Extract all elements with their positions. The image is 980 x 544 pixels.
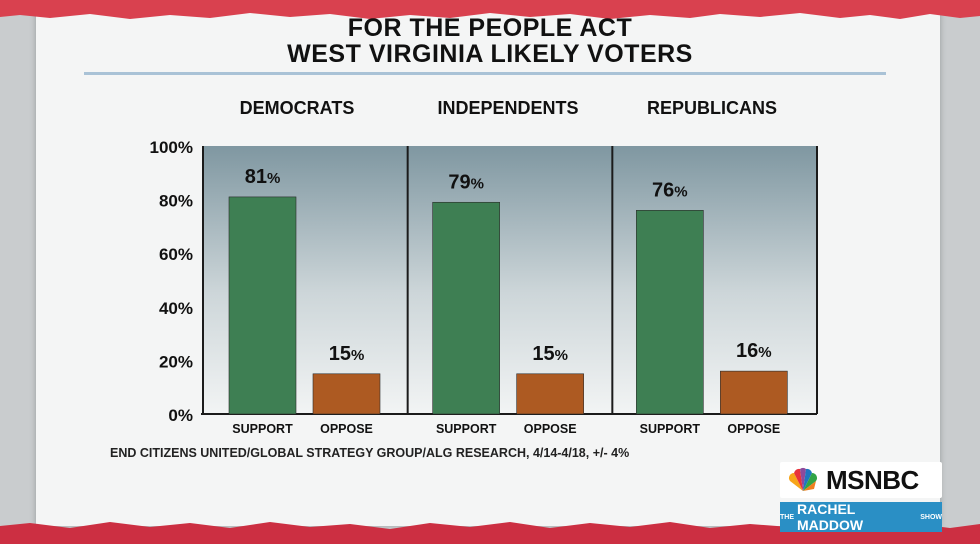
show-logo: THE RACHEL MADDOW SHOW (780, 501, 942, 533)
data-label: 81% (245, 166, 281, 188)
chart-title-line2: WEST VIRGINIA LIKELY VOTERS (287, 40, 693, 68)
data-label: 76% (652, 179, 688, 201)
peacock-icon (789, 468, 817, 491)
bar-support (432, 201, 500, 415)
bar-support (228, 196, 297, 415)
network-logo-block: MSNBC THE RACHEL MADDOW SHOW (780, 462, 942, 533)
bar-oppose (720, 370, 788, 415)
top-torn-band (0, 0, 980, 19)
group-title-republicans: REPUBLICANS (646, 98, 777, 118)
bottom-torn-band (0, 522, 980, 544)
x-category-label: SUPPORT (436, 422, 497, 436)
msnbc-wordmark: MSNBC (826, 464, 919, 495)
bar-oppose (516, 373, 584, 415)
y-tick-label: 20% (159, 352, 193, 371)
data-label: 79% (448, 171, 484, 193)
show-logo-suffix: SHOW (920, 513, 942, 521)
chart-title-line1: FOR THE PEOPLE ACT (347, 14, 633, 42)
x-category-label: SUPPORT (640, 422, 701, 436)
bar-oppose (312, 373, 381, 415)
data-label: 15% (329, 343, 365, 365)
y-tick-label: 80% (159, 192, 193, 211)
plot-area (203, 146, 817, 414)
x-category-label: SUPPORT (232, 422, 293, 436)
bar-support (636, 210, 704, 415)
show-logo-prefix: THE (780, 513, 794, 521)
group-title-democrats: DEMOCRATS (239, 98, 355, 118)
y-tick-label: 100% (150, 138, 193, 157)
show-logo-name: RACHEL MADDOW (797, 501, 864, 533)
x-category-label: OPPOSE (524, 422, 577, 436)
y-tick-label: 60% (159, 245, 193, 264)
y-tick-label: 40% (159, 299, 193, 318)
source-note: END CITIZENS UNITED/GLOBAL STRATEGY GROU… (110, 446, 630, 460)
msnbc-logo: MSNBC (780, 462, 942, 498)
right-backdrop (940, 0, 980, 544)
data-label: 15% (532, 343, 568, 365)
title-divider (84, 72, 886, 75)
x-category-label: OPPOSE (320, 422, 373, 436)
x-category-label: OPPOSE (727, 422, 780, 436)
group-title-independents: INDEPENDENTS (437, 98, 579, 118)
y-tick-label: 0% (168, 406, 193, 425)
data-label: 16% (736, 340, 772, 362)
left-backdrop (0, 0, 36, 544)
